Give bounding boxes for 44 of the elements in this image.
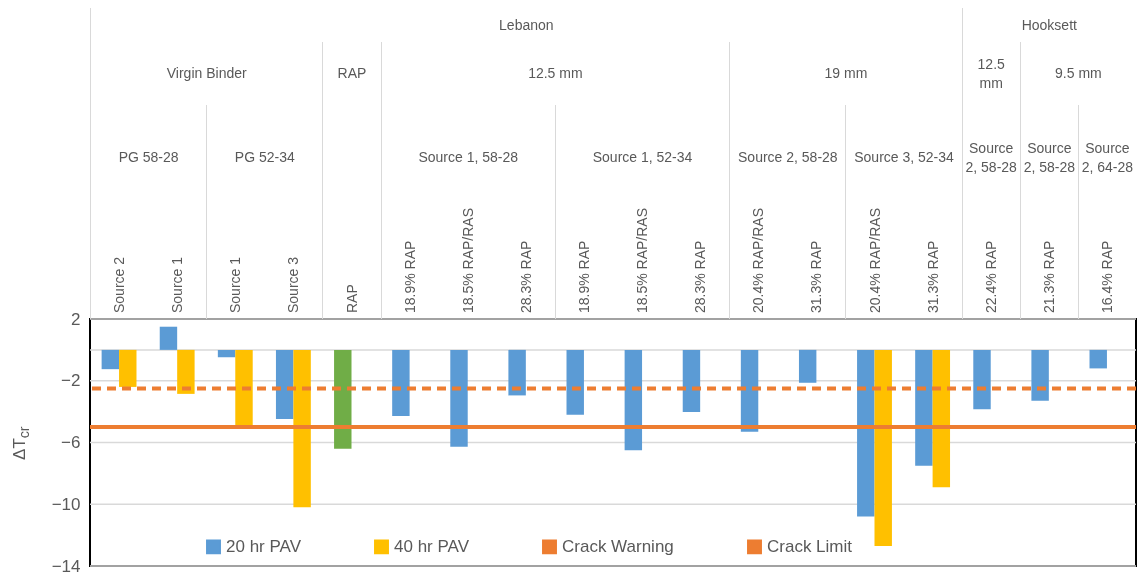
legend-label: Crack Warning <box>562 536 674 556</box>
text: 9.5 mm <box>1054 64 1103 83</box>
y-tick-label: −6 <box>61 433 81 452</box>
x-tick-label: 18.5% RAP/RAS <box>634 207 651 313</box>
text: Lebanon <box>498 15 555 35</box>
source-note: Source 1, 58-28 <box>418 149 519 165</box>
source-note: Source 2, 58-28 <box>964 138 1018 177</box>
x-tick-label: Source 1 <box>169 256 186 313</box>
x-tick-label: 31.3% RAP <box>924 240 941 313</box>
x-tick-label: 20.4% RAP/RAS <box>866 207 883 313</box>
source-note: Source 3, 52-34 <box>854 149 954 165</box>
source-note: Source 2, 58-28 <box>1022 138 1076 177</box>
legend-label: 40 hr PAV <box>394 536 470 556</box>
text: Virgin Binder <box>165 64 248 83</box>
text: RAP <box>336 64 368 83</box>
y-tick-label: −2 <box>61 371 81 391</box>
y-tick-label: −10 <box>51 494 81 514</box>
x-tick-label: 22.4% RAP <box>982 240 999 313</box>
x-tick-label: Source 1 <box>227 256 244 313</box>
x-tick-label: Source 3 <box>285 256 302 313</box>
source-note: Source 2, 58-28 <box>738 149 838 165</box>
x-tick-label: 16.4% RAP <box>1098 240 1115 313</box>
x-tick-label: 31.3% RAP <box>808 240 825 313</box>
y-tick-label: 2 <box>71 309 81 329</box>
x-tick-label: 28.3% RAP <box>692 240 709 313</box>
x-tick-label: 18.9% RAP <box>401 240 418 313</box>
y-tick-label: −14 <box>51 556 81 576</box>
x-tick-label: 18.9% RAP <box>575 240 592 313</box>
x-tick-label: 20.4% RAP/RAS <box>750 207 767 313</box>
x-tick-label: 21.3% RAP <box>1040 240 1057 313</box>
text: PG 58-28 <box>117 148 180 167</box>
source-note: Source 1, 52-34 <box>592 149 693 165</box>
text: 12.5 mm <box>976 54 1006 93</box>
legend-label: 20 hr PAV <box>226 536 302 556</box>
x-tick-label: 18.5% RAP/RAS <box>459 207 476 313</box>
x-tick-label: 28.3% RAP <box>517 240 534 313</box>
text: 19 mm <box>823 64 869 83</box>
source-note: Source 2, 64-28 <box>1080 138 1135 177</box>
x-tick-label: RAP <box>343 284 360 313</box>
legend-label: Crack Limit <box>767 536 853 556</box>
text: Hooksett <box>1020 15 1078 35</box>
x-tick-label: Source 2 <box>111 256 128 313</box>
text: PG 52-34 <box>233 148 296 167</box>
text: 12.5 mm <box>527 64 584 83</box>
